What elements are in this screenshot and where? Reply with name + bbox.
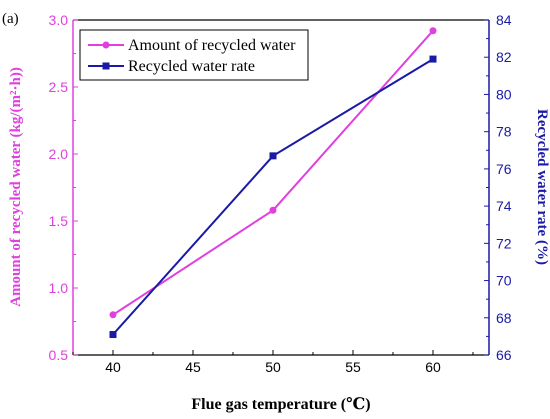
series-line-1 <box>112 58 434 336</box>
x-tick-label: 50 <box>265 359 281 375</box>
y-right-tick-label: 74 <box>496 198 512 214</box>
axes-layer: 40 45 50 55 60 0.5 1.0 1.5 2.0 2.5 3.0 66 68 70 72 74 76… <box>49 12 512 375</box>
y-right-tick-label: 78 <box>496 124 512 140</box>
y-right-tick-label: 66 <box>496 347 512 363</box>
legend-label-amount: Amount of recycled water <box>128 37 296 54</box>
y-right-tick-label: 82 <box>496 49 512 65</box>
y-left-tick-label: 1.0 <box>49 280 69 296</box>
panel-label: (a) <box>2 11 19 27</box>
y-left-tick-label: 3.0 <box>49 12 69 28</box>
x-tick-label: 45 <box>185 359 201 375</box>
legend-marker-amount <box>102 41 110 49</box>
y-right-tick-label: 72 <box>496 235 512 251</box>
series-1-point <box>429 55 437 63</box>
series-0-point <box>269 206 277 214</box>
series-0-point <box>429 27 437 35</box>
y-right-tick-label: 70 <box>496 273 512 289</box>
y-right-tick-label: 76 <box>496 161 512 177</box>
x-tick-label: 40 <box>105 359 121 375</box>
x-tick-label: 60 <box>425 359 441 375</box>
series-1-point <box>269 152 277 160</box>
y-left-tick-label: 1.5 <box>49 213 69 229</box>
legend-marker-rate <box>102 62 110 70</box>
legend-box <box>79 29 309 81</box>
y-left-tick-label: 0.5 <box>49 347 69 363</box>
legend: Amount of recycled water Recycled water … <box>79 29 309 81</box>
x-tick-label: 55 <box>345 359 361 375</box>
series-1-point <box>109 331 117 339</box>
legend-label-rate: Recycled water rate <box>128 58 255 75</box>
y-left-tick-label: 2.5 <box>49 79 69 95</box>
y-axis-left-label: Amount of recycled water (kg/(m²·h)) <box>8 67 24 307</box>
y-right-tick-label: 80 <box>496 86 512 102</box>
series-0-point <box>109 311 117 319</box>
y-right-tick-label: 68 <box>496 310 512 326</box>
y-axis-right-label: Recycled water rate (%) <box>534 109 550 265</box>
y-right-tick-label: 84 <box>496 12 512 28</box>
x-axis-label: Flue gas temperature (℃) <box>191 396 370 413</box>
y-left-tick-label: 2.0 <box>49 146 69 162</box>
series-layer <box>109 27 437 339</box>
